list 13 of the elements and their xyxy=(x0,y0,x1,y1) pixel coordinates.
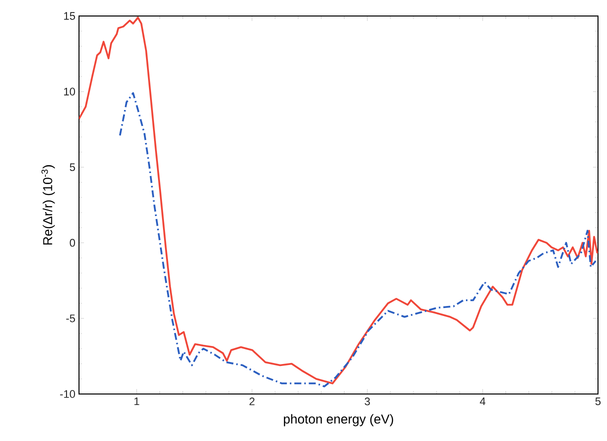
y-tick-label: 5 xyxy=(70,163,76,172)
y-tick-label: 0 xyxy=(70,238,76,247)
x-tick-label: 1 xyxy=(134,398,140,406)
x-axis-title: photon energy (eV) xyxy=(284,414,394,426)
y-tick-label: -5 xyxy=(66,314,76,322)
y-tick-label: 10 xyxy=(64,88,76,96)
y-axis-title: Re(Δr/r) (10$^{-3}$) xyxy=(41,165,55,245)
y-tick-label: 15 xyxy=(64,12,76,20)
x-tick-label: 4 xyxy=(480,398,486,406)
x-tick-label: 3 xyxy=(364,398,370,406)
y-tick-label: -10 xyxy=(60,390,76,398)
x-tick-label: 2 xyxy=(250,398,254,406)
x-tick-label: 5 xyxy=(595,398,601,406)
